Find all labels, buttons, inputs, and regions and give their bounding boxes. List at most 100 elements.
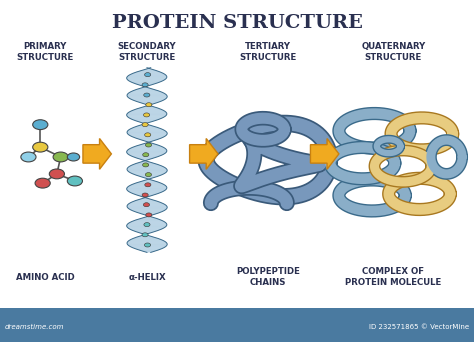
Circle shape xyxy=(49,169,64,179)
Circle shape xyxy=(146,173,152,176)
Polygon shape xyxy=(137,182,159,183)
Text: COMPLEX OF
PROTEIN MOLECULE: COMPLEX OF PROTEIN MOLECULE xyxy=(345,267,442,287)
Text: dreamstime.com: dreamstime.com xyxy=(5,324,64,330)
Circle shape xyxy=(67,153,80,161)
Polygon shape xyxy=(135,220,162,221)
Polygon shape xyxy=(130,192,161,193)
Polygon shape xyxy=(141,196,149,197)
Polygon shape xyxy=(132,210,165,211)
Polygon shape xyxy=(127,153,165,154)
Polygon shape xyxy=(127,188,167,189)
Polygon shape xyxy=(127,207,167,208)
Polygon shape xyxy=(130,239,162,240)
Polygon shape xyxy=(139,107,158,108)
Polygon shape xyxy=(143,177,155,178)
Text: QUATERNARY
STRUCTURE: QUATERNARY STRUCTURE xyxy=(361,42,426,62)
Polygon shape xyxy=(141,198,149,199)
Polygon shape xyxy=(140,233,150,234)
Circle shape xyxy=(145,73,151,77)
Polygon shape xyxy=(132,201,159,202)
Polygon shape xyxy=(131,119,160,120)
Polygon shape xyxy=(129,166,164,167)
Polygon shape xyxy=(128,228,163,229)
Polygon shape xyxy=(127,168,166,169)
Polygon shape xyxy=(147,68,150,69)
Polygon shape xyxy=(132,110,164,111)
Circle shape xyxy=(142,123,148,127)
Polygon shape xyxy=(137,249,161,250)
Polygon shape xyxy=(131,91,161,92)
FancyArrow shape xyxy=(310,139,339,169)
Polygon shape xyxy=(127,225,167,226)
Circle shape xyxy=(146,103,152,107)
Circle shape xyxy=(143,153,149,157)
Polygon shape xyxy=(127,132,167,133)
Polygon shape xyxy=(138,199,152,200)
Polygon shape xyxy=(128,191,164,192)
Polygon shape xyxy=(133,164,158,165)
Polygon shape xyxy=(133,90,158,91)
Polygon shape xyxy=(134,146,163,147)
Polygon shape xyxy=(127,151,167,152)
Polygon shape xyxy=(144,143,154,144)
Polygon shape xyxy=(129,222,166,223)
Polygon shape xyxy=(137,145,160,146)
Polygon shape xyxy=(144,234,146,235)
Polygon shape xyxy=(127,77,167,78)
Polygon shape xyxy=(134,248,163,249)
Polygon shape xyxy=(128,170,167,171)
Polygon shape xyxy=(127,224,167,225)
Polygon shape xyxy=(130,155,162,156)
Polygon shape xyxy=(131,221,164,222)
Polygon shape xyxy=(127,115,166,116)
Polygon shape xyxy=(131,99,165,100)
Polygon shape xyxy=(128,93,165,94)
Polygon shape xyxy=(146,178,151,179)
Polygon shape xyxy=(133,100,164,101)
Polygon shape xyxy=(128,167,165,168)
Circle shape xyxy=(145,133,151,137)
Polygon shape xyxy=(135,120,155,121)
Polygon shape xyxy=(132,193,159,194)
Circle shape xyxy=(146,143,152,147)
Polygon shape xyxy=(127,169,167,170)
Polygon shape xyxy=(136,126,155,127)
Text: AMINO ACID: AMINO ACID xyxy=(16,273,74,281)
Polygon shape xyxy=(135,137,163,138)
Polygon shape xyxy=(128,186,166,187)
FancyArrow shape xyxy=(190,139,218,169)
Polygon shape xyxy=(136,212,161,213)
Polygon shape xyxy=(127,94,166,95)
Polygon shape xyxy=(141,235,149,236)
Text: SECONDARY
STRUCTURE: SECONDARY STRUCTURE xyxy=(118,42,176,62)
Circle shape xyxy=(33,120,48,130)
Polygon shape xyxy=(132,238,160,239)
Polygon shape xyxy=(129,203,164,204)
Polygon shape xyxy=(130,229,161,230)
Polygon shape xyxy=(127,205,166,206)
Polygon shape xyxy=(137,232,153,233)
Polygon shape xyxy=(127,78,166,79)
Polygon shape xyxy=(132,247,164,248)
Polygon shape xyxy=(146,104,152,105)
Polygon shape xyxy=(128,171,167,172)
Polygon shape xyxy=(139,125,152,126)
Polygon shape xyxy=(142,161,149,162)
Polygon shape xyxy=(135,83,156,84)
Circle shape xyxy=(67,176,82,186)
Polygon shape xyxy=(140,70,157,71)
Polygon shape xyxy=(134,231,156,232)
Text: α-HELIX: α-HELIX xyxy=(128,273,166,281)
Polygon shape xyxy=(128,97,167,98)
Polygon shape xyxy=(143,86,147,87)
Polygon shape xyxy=(141,159,149,160)
Polygon shape xyxy=(137,71,160,72)
Polygon shape xyxy=(136,101,162,102)
Polygon shape xyxy=(137,84,153,85)
Circle shape xyxy=(144,113,150,117)
Polygon shape xyxy=(144,214,154,215)
Polygon shape xyxy=(130,74,165,75)
Polygon shape xyxy=(127,95,167,96)
Circle shape xyxy=(142,233,148,237)
Polygon shape xyxy=(137,195,154,196)
